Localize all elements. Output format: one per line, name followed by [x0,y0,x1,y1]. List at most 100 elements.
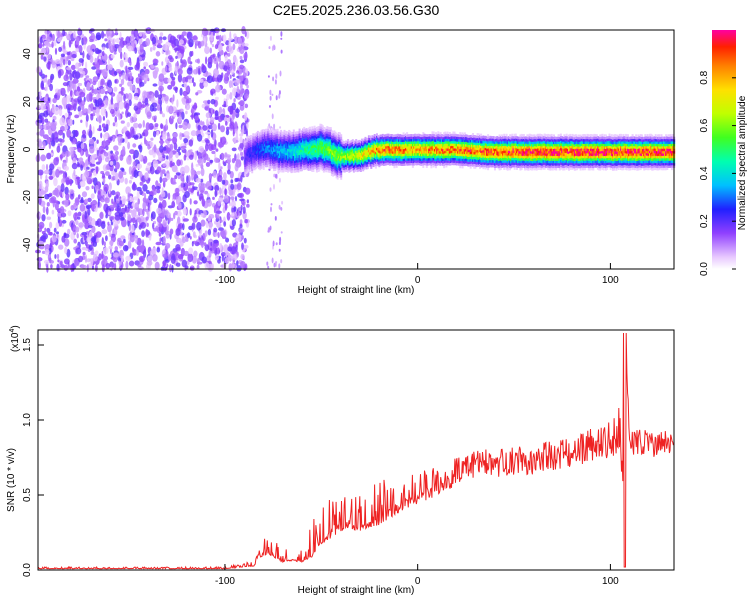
heatmap-ridge-cell [392,148,395,152]
heatmap-ridge-cell [275,150,278,154]
heatmap-noise-cell [224,257,230,264]
heatmap-ridge-cell [298,145,301,148]
heatmap-ridge-cell [309,129,311,132]
heatmap-ridge-cell [394,136,397,140]
heatmap-noise-cell [68,189,75,194]
heatmap-noise-cell [84,198,88,203]
heatmap-ridge-cell [328,151,331,154]
heatmap-ridge-cell [311,162,314,165]
heatmap-noise-cell [193,200,198,205]
heatmap-ridge-cell [269,151,272,155]
heatmap-ridge-cell [295,146,298,149]
heatmap-noise-cell [82,36,88,45]
heatmap-ridge-cell [356,157,359,161]
heatmap-ridge-cell [247,157,250,160]
heatmap-noise-cell [55,189,60,198]
heatmap-ridge-cell [269,129,272,133]
heatmap-ridge-cell [408,155,411,159]
heatmap-noise-cell [64,199,69,208]
heatmap-ridge-cell [321,139,324,143]
heatmap-noise-cell [215,210,222,214]
heatmap-ridge-cell [410,141,413,144]
heatmap-ridge-cell [405,157,407,161]
heatmap-ridge-cell [296,138,299,141]
heatmap-noise-cell [39,90,42,98]
heatmap-noise-cell [162,260,167,267]
heatmap-ridge-cell [313,144,316,148]
heatmap-ridge-cell [270,149,273,153]
heatmap-ridge-cell [408,162,411,166]
heatmap-ridge-cell [302,142,304,146]
heatmap-noise-cell [224,188,227,196]
heatmap-ridge-cell [299,140,302,143]
heatmap-noise-cell [142,201,147,211]
heatmap-ridge-cell [269,144,272,147]
heatmap-ridge-cell [256,135,259,139]
heatmap-ridge-cell [380,139,383,142]
heatmap-ridge-cell [310,132,313,135]
heatmap-noise-cell [175,228,181,236]
heatmap-noise-cell [58,170,65,174]
heatmap-ridge-cell [369,154,372,158]
heatmap-ridge-cell [254,152,257,155]
heatmap-noise-cell [80,142,85,150]
heatmap-ridge-cell [324,136,326,140]
heatmap-noise-cell [279,70,282,77]
heatmap-noise-cell [66,129,72,138]
heatmap-noise-cell [156,149,160,155]
heatmap-ridge-cell [277,141,280,144]
heatmap-ridge-cell [346,140,348,144]
heatmap-ridge-cell [302,135,304,139]
heatmap-ridge-cell [385,150,388,154]
heatmap-ridge-cell [399,155,402,159]
heatmap-noise-cell [105,262,111,269]
heatmap-ridge-cell [315,138,318,142]
heatmap-noise-cell [53,157,59,166]
heatmap-noise-cell [61,190,65,198]
heatmap-ridge-cell [346,143,348,146]
heatmap-noise-cell [152,130,157,138]
heatmap-noise-cell [231,147,237,152]
heatmap-ridge-cell [310,153,313,157]
heatmap-ridge-cell [273,139,276,143]
heatmap-ridge-cell [357,142,360,146]
heatmap-ridge-cell [373,155,376,159]
heatmap-ridge-cell [339,149,341,152]
heatmap-ridge-cell [289,140,292,144]
heatmap-noise-cell [186,31,193,40]
heatmap-ridge-cell [387,140,390,144]
heatmap-ridge-cell [290,158,293,162]
heatmap-ridge-cell [357,157,360,160]
heatmap-ridge-cell [352,158,355,161]
heatmap-ridge-cell [398,158,400,161]
heatmap-ridge-cell [403,136,406,140]
heatmap-ridge-cell [244,159,247,163]
heatmap-noise-cell [202,100,209,104]
heatmap-ridge-cell [415,148,418,152]
heatmap-noise-cell [173,142,178,151]
heatmap-noise-cell [159,176,163,184]
heatmap-noise-cell [193,102,197,111]
heatmap-ridge-cell [321,125,324,128]
heatmap-noise-cell [243,52,248,60]
heatmap-ridge-cell [262,136,265,139]
heatmap-noise-cell [224,202,228,211]
heatmap-ridge-cell [253,136,256,140]
heatmap-ridge-cell [322,162,325,166]
heatmap-noise-cell [62,82,68,87]
heatmap-ridge-cell [391,148,394,152]
heatmap-noise-cell [139,181,144,186]
heatmap-ridge-cell [343,167,346,171]
heatmap-ridge-cell [311,159,314,163]
heatmap-ridge-cell [315,160,318,163]
heatmap-ridge-cell [374,149,377,152]
heatmap-noise-cell [196,133,203,142]
heatmap-ridge-cell [346,152,348,156]
heatmap-ridge-cell [332,140,335,144]
heatmap-ridge-cell [383,158,385,162]
heatmap-noise-cell [165,65,168,72]
heatmap-ridge-cell [410,134,413,137]
heatmap-noise-cell [201,198,206,207]
heatmap-noise-cell [38,42,43,49]
heatmap-ridge-cell [347,165,350,168]
